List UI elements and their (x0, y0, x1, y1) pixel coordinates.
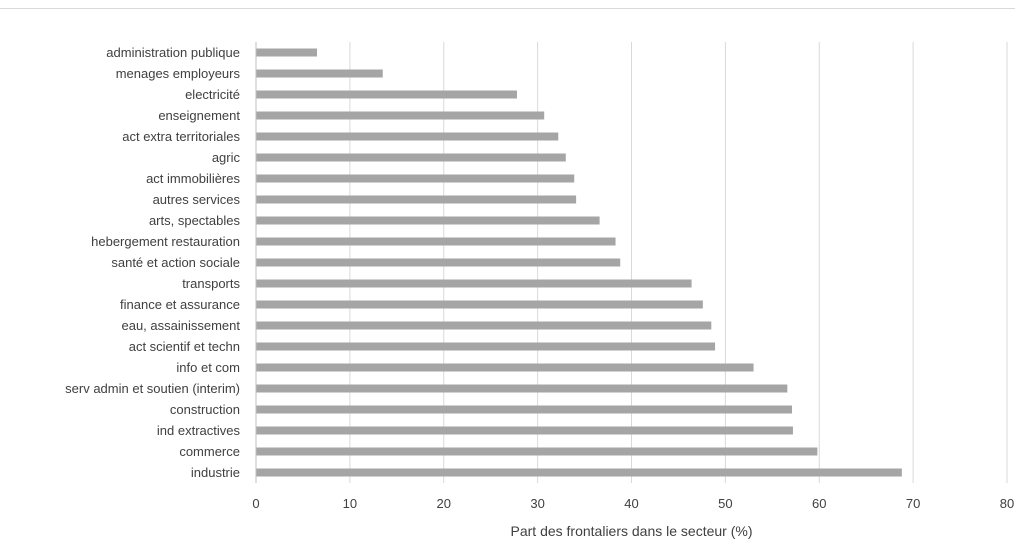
bar (256, 279, 692, 288)
bar (256, 216, 600, 225)
top-divider (0, 8, 1015, 9)
category-label: industrie (191, 465, 240, 480)
x-axis-title: Part des frontaliers dans le secteur (%) (511, 523, 753, 539)
category-label: administration publique (106, 45, 240, 60)
category-label: arts, spectables (149, 213, 241, 228)
category-label: eau, assainissement (121, 318, 240, 333)
category-label: act extra territoriales (122, 129, 240, 144)
bar (256, 384, 788, 393)
bar (256, 237, 616, 246)
category-label: ind extractives (157, 423, 241, 438)
category-label: enseignement (158, 108, 240, 123)
category-label: construction (170, 402, 240, 417)
x-tick-label: 10 (343, 496, 357, 511)
x-tick-label: 80 (1000, 496, 1014, 511)
x-tick-label: 60 (812, 496, 826, 511)
category-label: agric (212, 150, 241, 165)
category-label: santé et action sociale (111, 255, 240, 270)
bar (256, 258, 621, 267)
category-label: menages employeurs (116, 66, 241, 81)
bar (256, 90, 517, 99)
x-tick-label: 30 (530, 496, 544, 511)
bar (256, 447, 818, 456)
category-label: commerce (179, 444, 240, 459)
bar (256, 405, 793, 414)
bar (256, 174, 575, 183)
bar (256, 111, 545, 120)
bar (256, 321, 712, 330)
bar (256, 153, 566, 162)
bar (256, 48, 318, 57)
x-tick-label: 20 (437, 496, 451, 511)
bar (256, 363, 754, 372)
bar (256, 132, 559, 141)
category-label: transports (182, 276, 240, 291)
x-tick-label: 50 (718, 496, 732, 511)
x-tick-label: 70 (906, 496, 920, 511)
category-label: serv admin et soutien (interim) (65, 381, 240, 396)
category-label: act scientif et techn (129, 339, 240, 354)
category-label: hebergement restauration (91, 234, 240, 249)
category-label: finance et assurance (120, 297, 240, 312)
category-label: act immobilières (146, 171, 240, 186)
bar (256, 342, 716, 351)
category-label: info et com (176, 360, 240, 375)
category-label: autres services (153, 192, 241, 207)
bar (256, 468, 902, 477)
x-tick-label: 0 (252, 496, 259, 511)
x-tick-label: 40 (624, 496, 638, 511)
bar (256, 195, 577, 204)
bar (256, 426, 793, 435)
bar (256, 300, 703, 309)
category-label: electricité (185, 87, 240, 102)
bar (256, 69, 383, 78)
